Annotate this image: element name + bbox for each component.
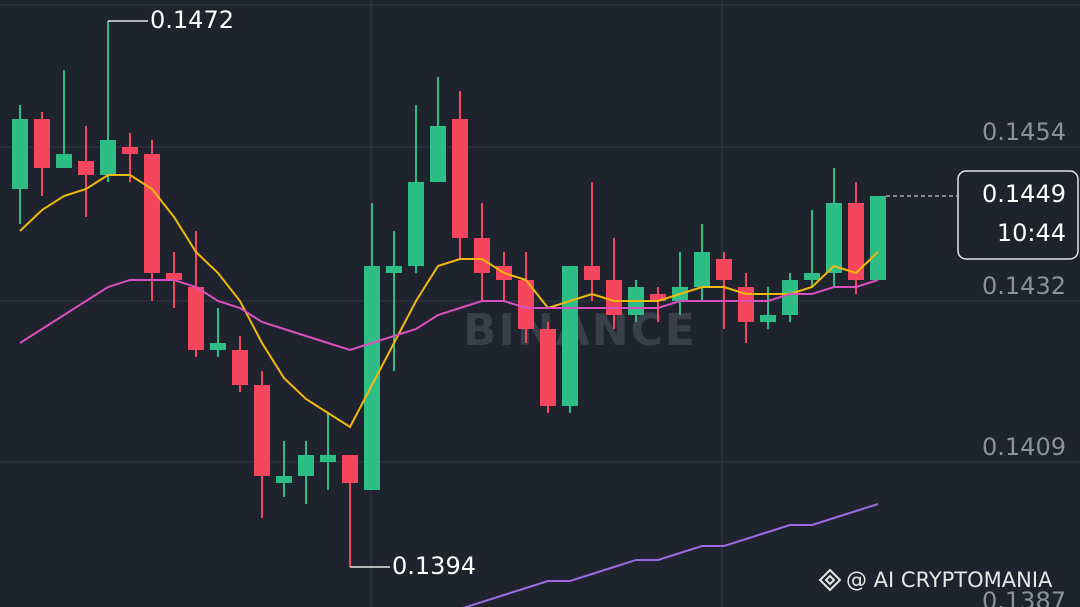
candle-body — [144, 154, 160, 273]
candle-body — [430, 126, 446, 182]
candle-body — [584, 266, 600, 280]
candle-body — [342, 455, 358, 483]
candle-body — [276, 476, 292, 483]
candle-body — [122, 147, 138, 154]
candle-body — [12, 119, 28, 189]
y-tick-label: 0.1432 — [982, 272, 1066, 300]
candle-body — [56, 154, 72, 168]
price-label: 0.1449 — [982, 180, 1066, 208]
candle-body — [650, 294, 666, 301]
candle-body — [782, 280, 798, 315]
candle-body — [716, 259, 732, 280]
candle-body — [232, 350, 248, 385]
candle-body — [452, 119, 468, 238]
candle-body — [78, 161, 94, 175]
candle-body — [364, 266, 380, 490]
candle-body — [166, 273, 182, 280]
candle-body — [474, 238, 490, 273]
countdown-label: 10:44 — [997, 219, 1066, 247]
candle-body — [408, 182, 424, 266]
candle-body — [562, 266, 578, 406]
y-tick-label: 0.1387 — [982, 587, 1066, 607]
moving-average-line — [19, 174, 879, 429]
candle-body — [606, 280, 622, 315]
high-label: 0.1472 — [150, 6, 234, 34]
moving-average-line — [19, 279, 879, 352]
candle-body — [254, 385, 270, 476]
candle-body — [386, 266, 402, 273]
candle-body — [540, 329, 556, 406]
candle-body — [804, 273, 820, 280]
candle-body — [826, 203, 842, 273]
candle-body — [210, 343, 226, 350]
price-box — [957, 170, 1079, 260]
plot: 0.1472 0.1394 0.1449 10:44 — [12, 6, 1079, 607]
candle-body — [518, 280, 534, 329]
candle-body — [760, 315, 776, 322]
moving-average-line — [462, 503, 879, 607]
candle-body — [320, 455, 336, 462]
candle-body — [738, 287, 754, 322]
grid: 0.1454 0.1432 0.1409 0.1387 — [0, 118, 1080, 607]
candle-body — [34, 119, 50, 168]
candle-body — [848, 203, 864, 280]
y-tick-label: 0.1454 — [982, 118, 1066, 146]
credit: @ AI CRYPTOMANIA — [846, 568, 1053, 592]
candle-body — [870, 196, 886, 280]
watermark: BINANCE — [463, 305, 697, 356]
candle-body — [298, 455, 314, 476]
candle-body — [188, 287, 204, 350]
credit-icon — [818, 568, 842, 592]
y-tick-label: 0.1409 — [982, 433, 1066, 461]
low-label: 0.1394 — [392, 552, 476, 580]
candle-body — [100, 140, 116, 175]
candle-body — [694, 252, 710, 287]
